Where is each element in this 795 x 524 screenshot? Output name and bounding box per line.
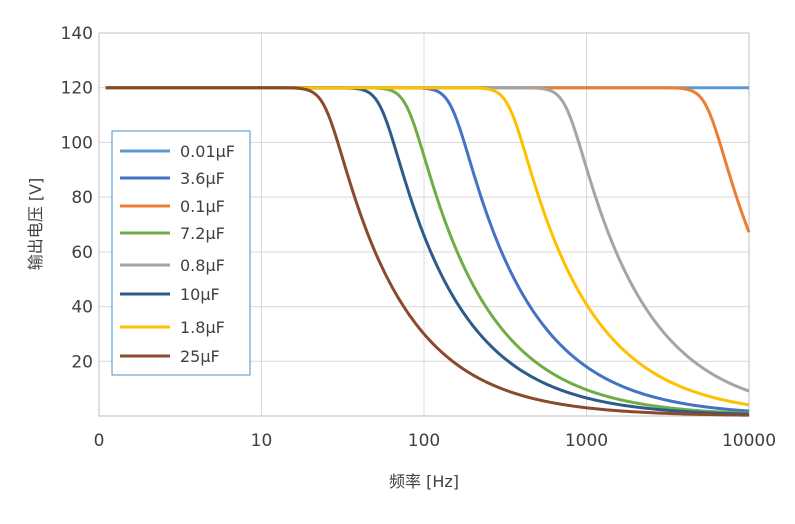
legend-label: 0.01μF [180,142,235,161]
x-tick-label: 100 [408,431,440,451]
legend-label: 3.6μF [180,169,225,188]
x-tick-label: 0 [94,431,105,451]
x-tick-label: 1000 [565,431,608,451]
x-tick-labels: 0 10 100 1000 10000 [94,431,776,451]
y-tick-labels: 20 40 60 80 100 120 140 [61,24,93,372]
legend: 0.01μF 3.6μF 0.1μF 7.2μF 0.8μF 10μF 1.8μF 25μF [111,130,251,376]
y-tick-label: 120 [61,79,93,99]
x-tick-label: 10 [251,431,273,451]
series-line [105,86,750,417]
legend-label: 25μF [180,347,220,366]
legend-label: 0.8μF [180,256,225,275]
y-tick-label: 20 [71,352,93,372]
series-lines [105,86,751,417]
plot-area-border [98,32,750,417]
y-tick-label: 40 [71,298,93,318]
legend-label: 10μF [180,285,220,304]
legend-label: 1.8μF [180,318,225,337]
y-tick-label: 100 [61,133,93,153]
legend-label: 7.2μF [180,224,225,243]
legend-box [111,130,251,376]
y-tick-label: 60 [71,243,93,263]
x-axis-title: 频率 [Hz] [389,472,459,491]
y-tick-label: 80 [71,188,93,208]
y-tick-label: 140 [61,24,93,44]
x-tick-label: 10000 [722,431,776,451]
y-axis-title: 输出电压 [V] [26,178,45,271]
legend-label: 0.1μF [180,197,225,216]
